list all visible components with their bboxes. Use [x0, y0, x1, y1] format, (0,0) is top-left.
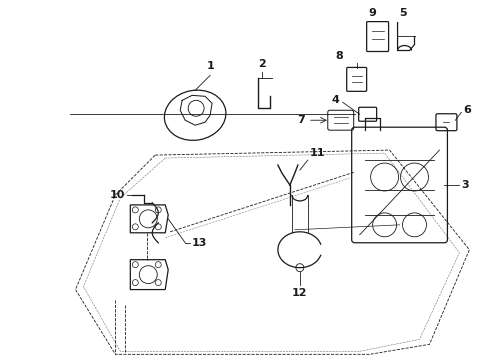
- Text: 1: 1: [206, 62, 214, 71]
- Text: 12: 12: [292, 288, 308, 298]
- Text: 5: 5: [399, 8, 406, 18]
- Text: 11: 11: [310, 148, 325, 158]
- Text: 3: 3: [462, 180, 469, 190]
- Text: 10: 10: [110, 190, 125, 200]
- Text: 9: 9: [368, 8, 377, 18]
- Text: 8: 8: [336, 51, 343, 62]
- Text: 7: 7: [297, 115, 305, 125]
- Text: 2: 2: [258, 59, 266, 69]
- Text: 13: 13: [192, 238, 208, 248]
- Text: 6: 6: [464, 105, 471, 115]
- Text: 4: 4: [332, 95, 340, 105]
